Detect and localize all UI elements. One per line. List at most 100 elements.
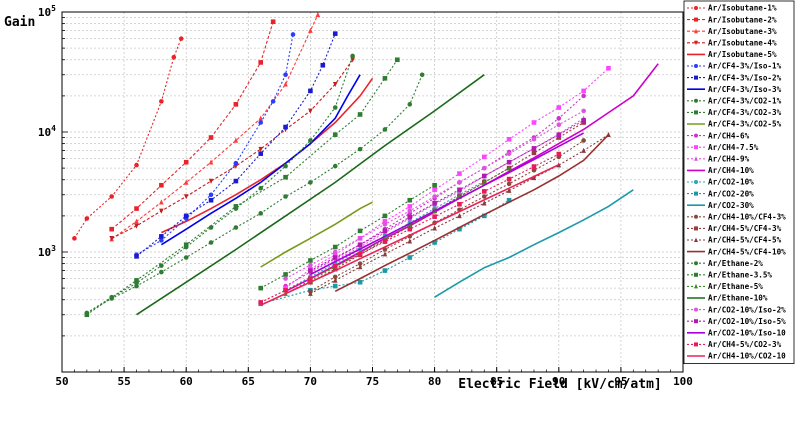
data-point <box>395 57 400 63</box>
data-point <box>357 251 363 257</box>
data-point <box>308 262 313 268</box>
data-point <box>531 136 537 142</box>
data-point <box>308 276 313 281</box>
series-line <box>160 74 361 246</box>
data-point <box>694 342 698 347</box>
legend-label: Ar/Ethane-5% <box>708 282 763 291</box>
data-point <box>382 213 388 219</box>
series-line <box>111 14 319 240</box>
series <box>109 19 276 232</box>
data-point <box>208 178 214 184</box>
data-point <box>308 268 313 273</box>
data-point <box>208 135 214 140</box>
data-point <box>382 251 388 257</box>
data-point <box>308 108 313 114</box>
data-point <box>258 151 264 156</box>
data-point <box>581 108 586 114</box>
data-point <box>694 98 698 103</box>
data-point <box>581 147 586 153</box>
data-point <box>332 255 338 260</box>
data-point <box>694 214 698 219</box>
data-point <box>556 122 562 128</box>
data-point <box>183 213 189 219</box>
data-point <box>183 159 189 165</box>
data-point <box>481 194 487 199</box>
legend-label: Ar/CF4-3%/Iso-3% <box>708 85 782 94</box>
series <box>310 132 584 276</box>
data-point <box>308 88 313 94</box>
legend-label: Ar/CH4-10%/CO2-10 <box>708 352 786 361</box>
data-point <box>419 72 425 78</box>
x-tick-label: 75 <box>366 375 379 388</box>
x-tick-label: 60 <box>180 375 193 388</box>
data-point <box>357 279 363 285</box>
x-tick-label: 85 <box>490 375 503 388</box>
data-point <box>506 181 512 187</box>
data-point <box>134 162 139 168</box>
data-point <box>506 165 512 171</box>
legend-label: Ar/Ethane-2% <box>708 259 763 268</box>
data-point <box>332 132 338 137</box>
data-point <box>183 242 189 248</box>
data-point <box>134 283 139 289</box>
data-point <box>457 171 462 176</box>
data-point <box>134 223 139 229</box>
legend-label: Ar/CO2-20% <box>708 189 754 198</box>
legend-label: Ar/CH4-5%/CF4-3% <box>708 224 782 233</box>
data-point <box>694 17 698 22</box>
series-line <box>136 74 485 316</box>
series <box>334 134 610 293</box>
data-point <box>481 173 487 179</box>
data-point <box>531 175 537 181</box>
series <box>160 74 361 246</box>
data-point <box>694 64 698 68</box>
data-point <box>208 159 214 165</box>
series <box>260 201 373 268</box>
data-point <box>531 167 537 173</box>
legend-box <box>683 0 795 365</box>
data-point <box>332 31 338 36</box>
series <box>308 118 586 273</box>
data-point <box>694 237 698 242</box>
series <box>260 163 560 306</box>
data-point <box>109 226 114 232</box>
data-point <box>382 228 388 234</box>
data-point <box>432 200 437 206</box>
data-point <box>159 238 164 243</box>
data-point <box>159 99 164 104</box>
data-point <box>208 192 214 198</box>
data-point <box>183 255 189 260</box>
data-point <box>694 180 698 184</box>
data-point <box>694 226 698 231</box>
data-point <box>506 151 512 156</box>
data-point <box>208 225 214 230</box>
data-point <box>457 180 462 185</box>
series <box>161 77 374 234</box>
legend-label: Ar/CO2-10%/Iso-2% <box>708 305 786 314</box>
legend-label: Ar/Isobutane-3% <box>708 27 777 36</box>
data-point <box>258 146 264 152</box>
data-point <box>357 242 363 248</box>
data-point <box>208 197 214 203</box>
data-point <box>407 238 413 244</box>
series <box>258 151 562 305</box>
data-point <box>407 214 413 220</box>
data-point <box>134 206 139 211</box>
data-point <box>357 146 363 152</box>
data-point <box>332 274 338 280</box>
data-point <box>506 159 512 165</box>
data-point <box>308 138 313 143</box>
legend-label: Ar/CF4-3%/CO2-3% <box>708 108 782 117</box>
data-point <box>258 120 264 125</box>
data-point <box>159 269 164 275</box>
data-point <box>72 236 77 241</box>
legend-label: Ar/CH4-5%/CF4-5% <box>708 236 782 245</box>
data-point <box>357 261 363 266</box>
data-point <box>694 110 698 115</box>
x-tick-label: 100 <box>673 375 693 388</box>
legend-label: Ar/CH4-5%/CO2-3% <box>708 340 782 349</box>
data-point <box>432 240 437 245</box>
legend-label: Ar/CF4-3%/CO2-1% <box>708 97 782 106</box>
series-line <box>260 180 485 303</box>
legend-label: Ar/CO2-30% <box>708 201 754 210</box>
